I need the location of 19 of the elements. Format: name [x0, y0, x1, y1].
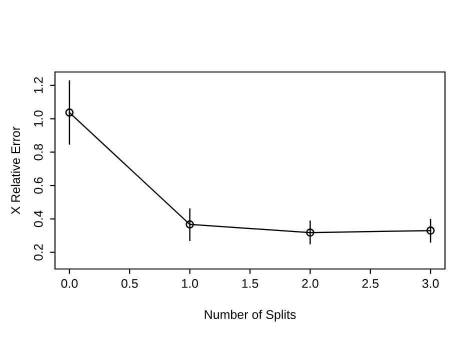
x-tick-label: 0.5	[121, 279, 138, 288]
point	[426, 226, 435, 235]
y-tick-label: 0.8	[34, 144, 43, 160]
point	[306, 228, 314, 237]
x-axis-title: Number of Splits	[204, 310, 296, 322]
x-tick-label: 3.0	[422, 279, 439, 288]
x-tick-label: 2.5	[362, 279, 379, 288]
x-tick-label: 2.0	[302, 279, 318, 288]
y-axis-title: X Relative Error	[10, 126, 20, 214]
x-tick-label: 1.5	[242, 279, 258, 288]
x-tick-label: 0.0	[61, 279, 78, 288]
y-tick-label: 1.2	[34, 77, 43, 94]
x-tick-label: 1.0	[182, 279, 198, 288]
y-tick-label: 0.2	[34, 244, 43, 261]
point	[186, 220, 194, 229]
y-tick-label: 0.4	[34, 210, 43, 228]
y-tick-label: 1.0	[34, 110, 43, 126]
y-tick-label: 0.6	[34, 177, 43, 194]
point	[65, 108, 74, 117]
